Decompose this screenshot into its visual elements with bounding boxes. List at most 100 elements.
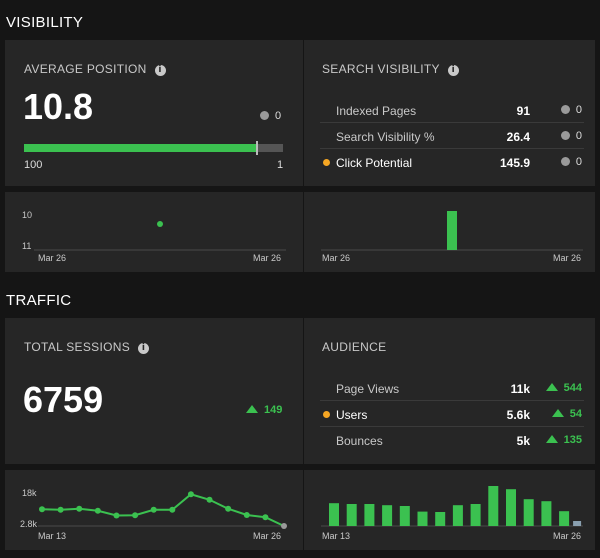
- row-label: Page Views: [336, 382, 400, 396]
- chart-bar[interactable]: [523, 499, 534, 526]
- selected-series-dot-icon: [323, 411, 330, 418]
- row-change: 54: [551, 408, 582, 420]
- panel-divider: [303, 192, 304, 272]
- trend-up-icon: [246, 405, 258, 413]
- position-progress-marker: [256, 141, 258, 155]
- chart-bar[interactable]: [447, 211, 457, 250]
- list-item-indexed-pages[interactable]: Indexed Pages 91 0: [320, 97, 584, 123]
- average-position-title: AVERAGE POSITION i: [24, 62, 166, 76]
- chart-bar[interactable]: [541, 501, 552, 526]
- row-change-value: 0: [575, 156, 582, 168]
- chart-bar[interactable]: [346, 504, 357, 526]
- row-dot: [323, 407, 330, 421]
- row-value: 91: [516, 104, 530, 118]
- data-point[interactable]: [132, 512, 139, 519]
- row-change-value: 544: [563, 382, 582, 394]
- data-point[interactable]: [150, 506, 157, 513]
- neutral-dot-icon: [260, 111, 269, 120]
- data-point[interactable]: [206, 496, 213, 503]
- chart-bar[interactable]: [559, 511, 570, 526]
- position-chart-x-start: Mar 26: [38, 253, 67, 263]
- position-bar-max-label: 1: [277, 159, 284, 171]
- chart-bar[interactable]: [506, 489, 516, 526]
- chart-bar[interactable]: [488, 486, 499, 526]
- row-value: 5.6k: [506, 408, 530, 422]
- traffic-metrics-panel: [5, 318, 595, 464]
- row-change: 135: [545, 434, 582, 446]
- panel-divider: [303, 470, 304, 550]
- list-item-bounces[interactable]: Bounces 5k 135: [320, 427, 584, 453]
- data-point[interactable]: [57, 506, 64, 513]
- audience-chart-x-end: Mar 26: [553, 531, 582, 541]
- row-change-value: 0: [575, 130, 582, 142]
- average-position-title-text: AVERAGE POSITION: [24, 62, 147, 76]
- chart-bar[interactable]: [417, 511, 428, 526]
- row-change: 0: [560, 104, 582, 116]
- data-point[interactable]: [76, 505, 83, 512]
- total-sessions-title-text: TOTAL SESSIONS: [24, 340, 131, 354]
- row-label: Bounces: [336, 434, 383, 448]
- chart-bar[interactable]: [364, 504, 375, 526]
- data-point[interactable]: [262, 514, 269, 521]
- row-change: 0: [560, 156, 582, 168]
- panel-divider: [303, 318, 304, 464]
- audience-chart: [321, 486, 583, 527]
- data-point[interactable]: [113, 512, 120, 519]
- row-change-value: 135: [563, 434, 582, 446]
- row-value: 145.9: [499, 156, 530, 170]
- row-label: Users: [336, 408, 368, 422]
- data-point[interactable]: [187, 491, 194, 498]
- position-progress-fill: [24, 144, 258, 152]
- neutral-dot-icon: [560, 157, 570, 166]
- search-visibility-title: SEARCH VISIBILITY i: [322, 62, 459, 76]
- row-value: 26.4: [506, 130, 530, 144]
- chart-bar[interactable]: [382, 505, 393, 526]
- selected-series-dot-icon: [323, 159, 330, 166]
- position-bar-min-label: 100: [24, 159, 43, 171]
- row-change: 544: [545, 382, 582, 394]
- chart-bar[interactable]: [399, 506, 410, 526]
- sessions-chart-x-start: Mar 13: [38, 531, 67, 541]
- position-progress-bar: [24, 141, 283, 155]
- list-item-search-visibility[interactable]: Search Visibility % 26.4 0: [320, 123, 584, 149]
- trend-up-icon: [545, 383, 558, 391]
- total-sessions-change: 149: [246, 404, 282, 416]
- row-value: 11k: [510, 382, 530, 396]
- chart-bar[interactable]: [470, 504, 481, 526]
- list-item-users[interactable]: Users 5.6k 54: [320, 401, 584, 427]
- total-sessions-change-value: 149: [264, 404, 283, 416]
- info-icon[interactable]: i: [138, 343, 150, 354]
- data-point[interactable]: [94, 507, 101, 514]
- neutral-dot-icon: [560, 131, 570, 140]
- data-point[interactable]: [281, 523, 287, 529]
- trend-up-icon: [551, 409, 564, 417]
- sessions-chart-x-end: Mar 26: [253, 531, 282, 541]
- section-title-visibility: VISIBILITY: [6, 14, 84, 31]
- data-point[interactable]: [39, 506, 45, 513]
- average-position-value: 10.8: [23, 86, 94, 127]
- info-icon[interactable]: i: [154, 65, 166, 76]
- neutral-dot-icon: [560, 105, 570, 114]
- list-item-click-potential[interactable]: Click Potential 145.9 0: [320, 149, 584, 175]
- chart-bar-partial[interactable]: [573, 521, 582, 526]
- row-label: Indexed Pages: [336, 104, 417, 118]
- search-visibility-chart: [321, 211, 583, 251]
- row-dot: [323, 155, 330, 169]
- chart-bar[interactable]: [329, 503, 339, 526]
- visibility-chart-x-start: Mar 26: [322, 253, 351, 263]
- visibility-metrics-panel: [5, 40, 595, 186]
- chart-bar[interactable]: [435, 512, 446, 526]
- info-icon[interactable]: i: [447, 65, 459, 76]
- average-position-change-value: 0: [275, 110, 282, 122]
- row-label: Click Potential: [336, 156, 413, 170]
- sessions-chart-y-bottom: 2.8k: [20, 519, 38, 529]
- chart-bar[interactable]: [452, 505, 463, 526]
- data-point[interactable]: [157, 221, 163, 227]
- list-item-page-views[interactable]: Page Views 11k 544: [320, 375, 584, 401]
- data-point[interactable]: [243, 512, 250, 518]
- data-point[interactable]: [169, 506, 176, 513]
- average-position-change: 0: [260, 110, 281, 122]
- total-sessions-chart: [38, 491, 287, 529]
- row-change-value: 54: [569, 408, 582, 420]
- data-point[interactable]: [225, 505, 232, 512]
